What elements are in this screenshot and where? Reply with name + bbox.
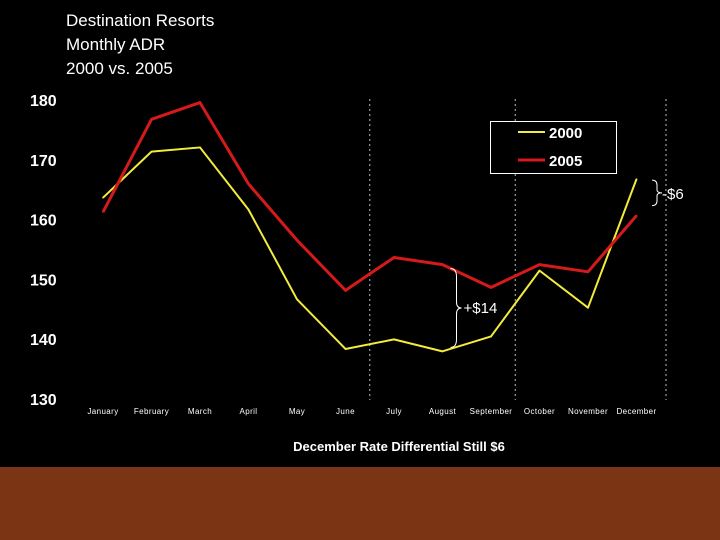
legend-label-2005: 2005 <box>549 153 582 170</box>
data-point-2005 <box>441 263 444 266</box>
data-point-2000 <box>102 196 104 199</box>
y-tick-label: 160 <box>30 213 57 230</box>
y-tick-label: 170 <box>30 153 57 170</box>
data-point-2005 <box>199 101 201 104</box>
chart-title-line-3: 2000 vs. 2005 <box>66 59 173 78</box>
x-tick-label: June <box>336 407 355 416</box>
data-point-2005 <box>344 289 347 292</box>
brace-6 <box>651 179 663 207</box>
data-point-2005 <box>587 271 589 273</box>
data-point-2005 <box>538 263 541 266</box>
data-point-2005 <box>150 118 153 121</box>
x-tick-label: March <box>188 407 212 416</box>
x-tick-label: July <box>386 407 402 416</box>
x-tick-label: February <box>134 407 169 416</box>
data-point-2000 <box>587 306 589 309</box>
chart-title-line-2: Monthly ADR <box>66 35 166 54</box>
data-point-2000 <box>441 350 444 353</box>
x-tick-label: October <box>524 407 555 416</box>
data-point-2005 <box>635 214 638 217</box>
annotation-plus-14: +$14 <box>464 300 498 317</box>
series-line-2005 <box>101 101 638 292</box>
x-tick-label: December <box>616 407 656 416</box>
legend: 2000 2005 <box>490 121 617 174</box>
data-point-2000 <box>199 146 201 149</box>
x-tick-label: September <box>470 407 513 416</box>
data-point-2000 <box>247 208 250 211</box>
y-tick-label: 130 <box>30 392 57 409</box>
y-tick-label: 150 <box>30 272 57 289</box>
x-axis-label: December Rate Differential Still $6 <box>293 439 505 454</box>
data-point-2005 <box>393 256 395 259</box>
data-point-2000 <box>393 338 395 341</box>
data-point-2000 <box>490 335 492 338</box>
data-point-2005 <box>296 239 298 241</box>
annotation-minus-6: -$6 <box>662 186 684 203</box>
legend-bg <box>491 122 616 173</box>
legend-label-2000: 2000 <box>549 125 582 142</box>
data-point-2005 <box>490 286 492 289</box>
data-point-2000 <box>344 348 347 350</box>
y-tick-label: 140 <box>30 332 57 349</box>
data-point-2000 <box>150 150 153 153</box>
data-point-2000 <box>635 178 638 180</box>
chart-title-line-1: Destination Resorts <box>66 11 215 30</box>
data-point-2000 <box>296 298 298 301</box>
annotation-layer: +$14 -$6 <box>450 179 684 348</box>
series-line-2000 <box>102 146 638 353</box>
brace-14 <box>450 268 462 348</box>
x-tick-label: April <box>239 407 257 416</box>
x-tick-label: August <box>429 407 457 416</box>
x-tick-label: November <box>568 407 608 416</box>
y-tick-label: 180 <box>30 93 57 110</box>
data-point-2005 <box>102 211 104 213</box>
footer-band <box>0 467 720 540</box>
x-tick-label: May <box>289 407 305 416</box>
series-layer <box>101 101 638 353</box>
x-tick-label: January <box>87 407 118 416</box>
adr-line-chart: 130 140 150 160 170 180 January February March Ap… <box>30 93 684 454</box>
data-point-2000 <box>538 269 541 272</box>
axis-layer: 130 140 150 160 170 180 January February March Ap… <box>30 93 656 416</box>
data-point-2005 <box>247 183 250 185</box>
